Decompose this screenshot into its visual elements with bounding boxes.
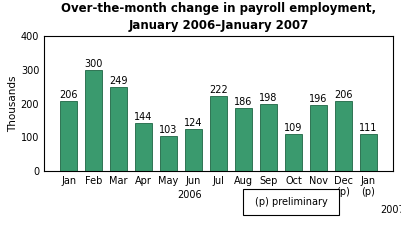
Bar: [185, 129, 203, 171]
Text: 124: 124: [184, 118, 203, 128]
Text: 186: 186: [234, 97, 253, 107]
Text: 2007: 2007: [381, 205, 401, 215]
Text: (p) preliminary: (p) preliminary: [255, 197, 328, 207]
Bar: [360, 134, 377, 171]
Text: 222: 222: [209, 85, 228, 95]
Text: 144: 144: [134, 112, 153, 122]
Bar: [60, 101, 77, 171]
Text: 109: 109: [284, 123, 303, 133]
Bar: [210, 96, 227, 171]
Title: Over-the-month change in payroll employment,
January 2006–January 2007: Over-the-month change in payroll employm…: [61, 2, 376, 32]
Text: 206: 206: [334, 90, 352, 100]
Text: 300: 300: [85, 59, 103, 69]
Bar: [310, 105, 327, 171]
Y-axis label: Thousands: Thousands: [8, 75, 18, 132]
Bar: [235, 108, 252, 171]
Text: 111: 111: [359, 123, 378, 133]
Bar: [335, 101, 352, 171]
Bar: [135, 123, 152, 171]
Text: 196: 196: [309, 94, 328, 104]
Bar: [160, 136, 177, 171]
Bar: [285, 134, 302, 171]
Text: 249: 249: [109, 76, 128, 86]
Text: 198: 198: [259, 93, 277, 103]
Text: 2006: 2006: [177, 190, 202, 200]
Bar: [110, 87, 128, 171]
Bar: [260, 104, 277, 171]
Text: 206: 206: [59, 90, 78, 100]
Text: 103: 103: [160, 125, 178, 135]
Bar: [85, 70, 102, 171]
